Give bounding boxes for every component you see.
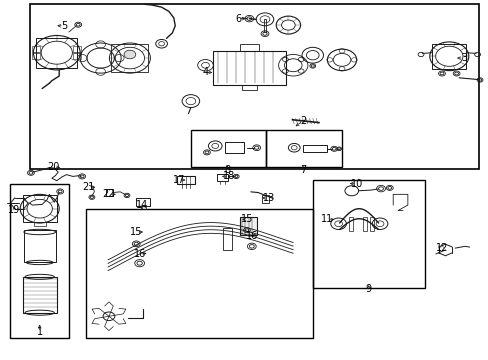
- Text: 5: 5: [61, 21, 67, 31]
- Text: 6: 6: [235, 14, 241, 24]
- Text: 10: 10: [350, 179, 362, 189]
- Bar: [86, 209, 312, 338]
- Bar: [22, 277, 57, 313]
- Bar: [190, 130, 266, 167]
- Text: 15: 15: [130, 227, 142, 237]
- Text: 14: 14: [136, 200, 148, 210]
- Bar: [224, 142, 244, 153]
- Text: 4: 4: [202, 67, 208, 77]
- Text: 13: 13: [262, 193, 274, 203]
- Bar: [242, 85, 256, 90]
- Bar: [177, 176, 194, 184]
- Text: 19: 19: [8, 206, 20, 216]
- Bar: [111, 44, 148, 72]
- Text: 11: 11: [321, 215, 333, 224]
- Bar: [216, 174, 228, 181]
- Bar: [32, 46, 40, 52]
- Text: 16: 16: [245, 231, 257, 240]
- Bar: [239, 44, 259, 51]
- Bar: [348, 217, 352, 231]
- Bar: [303, 145, 327, 152]
- Bar: [24, 230, 56, 262]
- Bar: [36, 38, 77, 68]
- Text: 9: 9: [365, 284, 371, 294]
- Bar: [369, 217, 373, 231]
- Text: 16: 16: [133, 248, 145, 258]
- Bar: [10, 184, 69, 338]
- Bar: [266, 130, 341, 167]
- Bar: [262, 195, 269, 203]
- Text: 18: 18: [223, 171, 235, 181]
- Text: 2: 2: [299, 116, 305, 126]
- Circle shape: [124, 50, 136, 59]
- Bar: [263, 19, 266, 32]
- Bar: [212, 51, 285, 85]
- Text: 17: 17: [172, 175, 184, 185]
- Text: 12: 12: [435, 243, 447, 253]
- Bar: [30, 4, 478, 169]
- Bar: [73, 46, 81, 52]
- Text: 21: 21: [82, 182, 95, 192]
- Bar: [136, 198, 150, 206]
- Bar: [363, 217, 366, 231]
- Text: 15: 15: [240, 215, 253, 224]
- Text: 3: 3: [460, 53, 466, 63]
- Text: 20: 20: [47, 162, 60, 172]
- Bar: [32, 53, 40, 59]
- Bar: [239, 217, 256, 234]
- Bar: [73, 53, 81, 59]
- Text: 22: 22: [102, 189, 115, 199]
- Bar: [22, 195, 57, 222]
- Text: 1: 1: [37, 327, 42, 337]
- Bar: [222, 228, 232, 250]
- Text: 8: 8: [224, 165, 230, 175]
- Bar: [431, 44, 466, 69]
- Text: 7: 7: [299, 165, 305, 175]
- Bar: [312, 180, 424, 288]
